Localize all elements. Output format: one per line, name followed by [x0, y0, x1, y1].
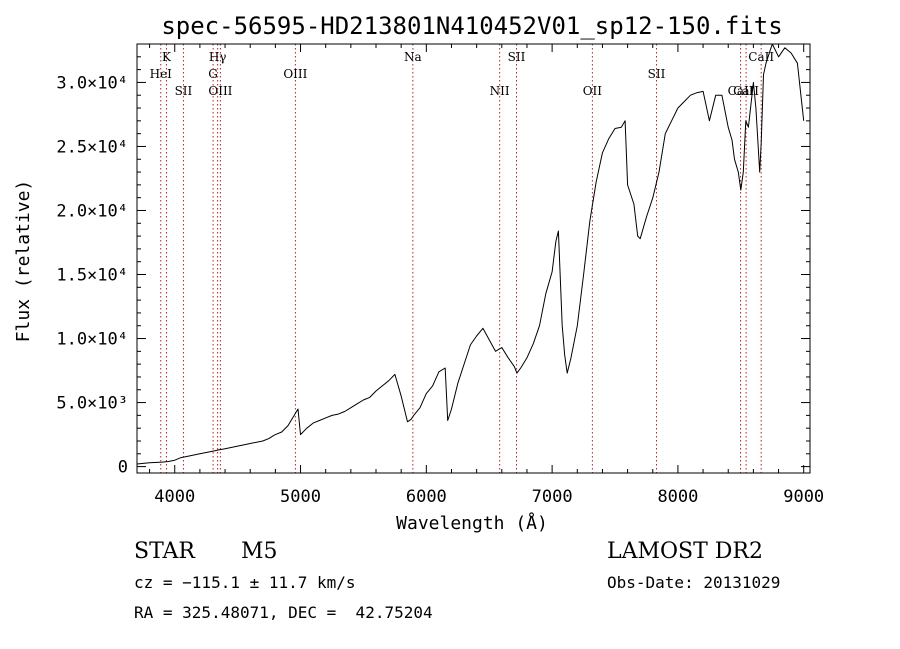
spectral-line-label: K [162, 50, 172, 64]
x-tick-label: 8000 [657, 487, 698, 507]
observation-date: Obs-Date: 20131029 [607, 573, 781, 592]
spectral-line-label: OIII [208, 84, 232, 98]
plot-frame [136, 43, 811, 474]
spectrum-line-0 [136, 43, 805, 465]
y-tick-label: 0 [118, 458, 128, 478]
coordinates: RA = 325.48071, DEC = 42.75204 [134, 603, 433, 622]
x-axis-tick-labels: 4000 5000 6000 7000 8000 9000 [154, 487, 824, 507]
y-tick-label: 1.0×10⁴ [56, 330, 128, 350]
y-tick-label: 2.0×10⁴ [56, 201, 128, 221]
y-axis-title: Flux (relative) [13, 180, 34, 343]
y-tick-label: 3.0×10⁴ [56, 73, 128, 93]
spectral-line-label: SII [648, 67, 666, 81]
x-tick-label: 5000 [280, 487, 321, 507]
x-axis-title: Wavelength (Å) [396, 512, 548, 534]
x-tick-label: 4000 [154, 487, 195, 507]
x-tick-label: 7000 [532, 487, 573, 507]
x-tick-label: 9000 [783, 487, 824, 507]
spectral-line-label: Na [404, 50, 422, 64]
x-tick-label: 6000 [406, 487, 447, 507]
y-axis-tick-labels: 0 5.0×10³ 1.0×10⁴ 1.5×10⁴ 2.0×10⁴ 2.5×10⁴ 3.0×… [56, 73, 128, 477]
spectral-line-label: CaII [728, 84, 754, 98]
spectral-line-label: NII [490, 84, 510, 98]
spectral-line-label: CaII [733, 84, 759, 98]
spectral-line-label: SII [508, 50, 526, 64]
spectral-line-label: OIII [283, 67, 307, 81]
spectral-line-markers: KHeISIIHγGOIIIOIIINaNIISIIOIISIICaIICaII… [150, 44, 774, 473]
spectral-line-label: OII [583, 84, 603, 98]
y-tick-label: 5.0×10³ [56, 394, 128, 414]
spectral-line-label: CaII [748, 50, 774, 64]
axis-ticks [137, 43, 810, 473]
y-tick-label: 1.5×10⁴ [56, 266, 128, 286]
redshift-velocity: cz = −115.1 ± 11.7 km/s [134, 573, 356, 592]
spectral-line-label: Hγ [209, 50, 227, 64]
object-subclass: M5 [241, 539, 278, 564]
survey-name: LAMOST DR2 [607, 539, 763, 564]
spectral-line-label: SII [175, 84, 193, 98]
spectral-line-label: G [208, 67, 218, 81]
spectral-line-label: HeI [150, 67, 173, 81]
y-tick-label: 2.5×10⁴ [56, 137, 128, 157]
object-class: STAR [134, 539, 195, 564]
chart-title: spec-56595-HD213801N410452V01_sp12-150.f… [161, 12, 782, 40]
spectrum-series [136, 43, 805, 465]
